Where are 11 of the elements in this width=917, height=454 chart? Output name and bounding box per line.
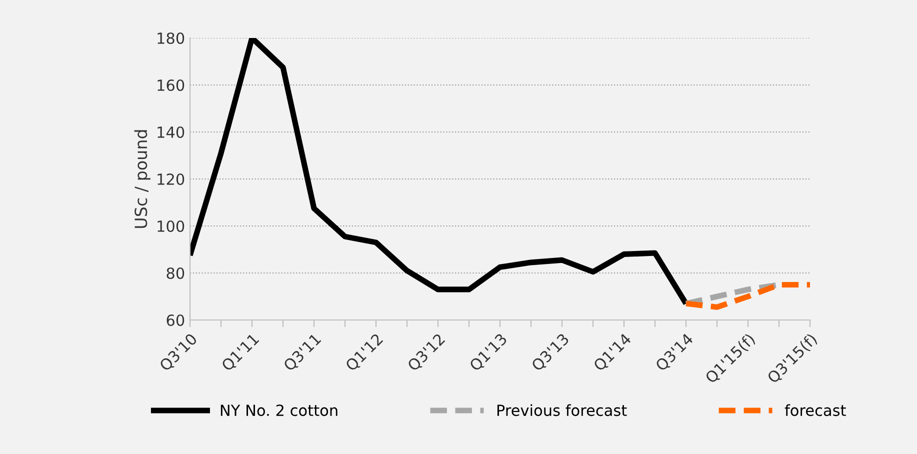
- legend-label: NY No. 2 cotton: [220, 404, 338, 416]
- y-axis-title: USc / pound: [134, 130, 150, 228]
- y-tick-label: 80: [166, 267, 184, 280]
- y-tick-label: 100: [158, 220, 184, 232]
- legend-label: forecast: [784, 404, 846, 416]
- y-tick-label: 60: [166, 314, 184, 326]
- y-tick-label: 120: [158, 173, 184, 186]
- y-tick-label: 140: [158, 126, 184, 138]
- legend-label: Previous forecast: [497, 404, 627, 416]
- y-tick-label: 160: [158, 79, 184, 92]
- y-tick-label: 180: [158, 32, 184, 44]
